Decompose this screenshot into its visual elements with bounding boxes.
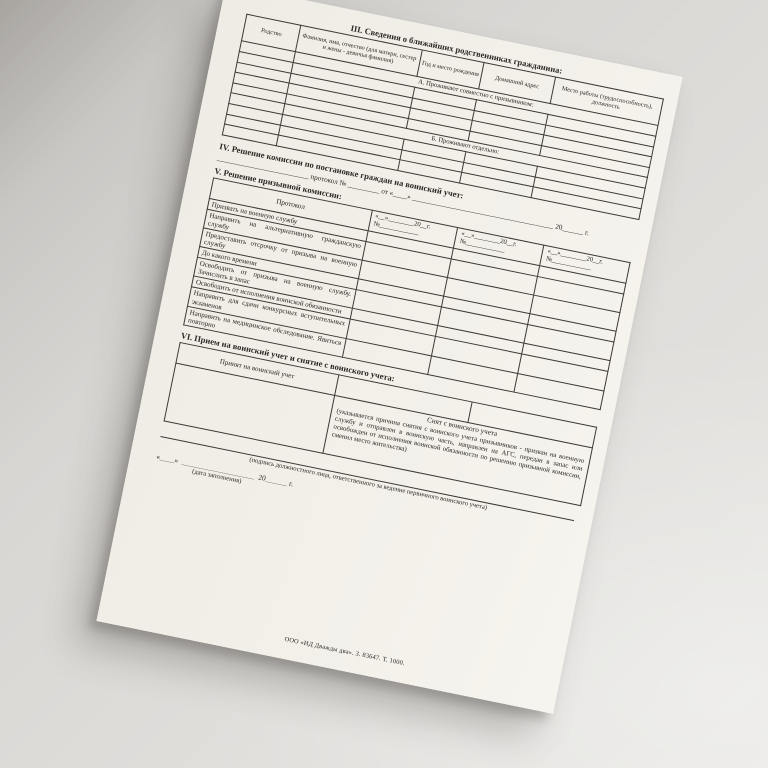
paper-form: III. Сведения о ближайших родственниках … — [96, 0, 683, 714]
date-quotes-blank: «____» — [155, 451, 180, 465]
publisher-imprint: ООО «ИД Дважды два». З. 83647. Т. 1000. — [283, 635, 406, 668]
date-year-blank: 20______ г. — [257, 472, 295, 489]
